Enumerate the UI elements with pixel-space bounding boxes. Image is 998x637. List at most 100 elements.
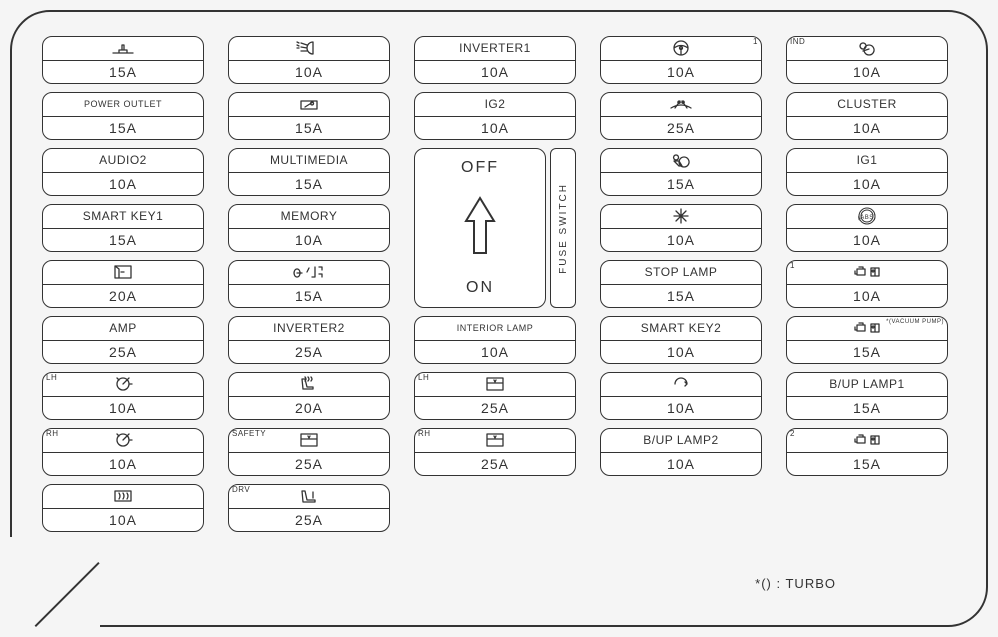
switch-main: OFF ON	[414, 148, 546, 308]
fuse-label: B/UP LAMP2	[601, 429, 761, 453]
fuse-wiper: 25A	[600, 92, 762, 140]
fuse-label	[229, 37, 389, 61]
fuse-rating: 10A	[229, 61, 389, 84]
fuse-label: CLUSTER	[787, 93, 947, 117]
fuse-stop-lamp: STOP LAMP 15A	[600, 260, 762, 308]
fuse-window-down: LH 25A	[414, 372, 576, 420]
fuse-label	[43, 261, 203, 285]
corner-label: LH	[46, 374, 57, 382]
fuse-rating: 10A	[43, 173, 203, 196]
corner-label: 2	[790, 430, 795, 438]
fuse-label: AMP	[43, 317, 203, 341]
fuse-switch[interactable]: OFF ON FUSE SWITCH	[414, 148, 576, 308]
fuse-label: MEMORY	[229, 205, 389, 229]
fuse-rating: 10A	[787, 229, 947, 252]
fuse-label: LH	[43, 373, 203, 397]
fuse-rating: 10A	[601, 61, 761, 84]
fuse-rating: 15A	[787, 397, 947, 420]
corner-label: 1	[790, 262, 795, 270]
fuse-rating: 25A	[415, 397, 575, 420]
fuse-rating: 10A	[601, 341, 761, 364]
fuse-label: STOP LAMP	[601, 261, 761, 285]
fuse-rating: 10A	[415, 341, 575, 364]
fuse-headlight-low: 10A	[228, 36, 390, 84]
corner-label: RH	[418, 430, 431, 438]
fuse-rating: 15A	[787, 453, 947, 476]
corner-label: LH	[418, 374, 429, 382]
corner-label: IND	[790, 38, 805, 46]
fuse-label	[229, 261, 389, 285]
fuse-rating: 25A	[43, 341, 203, 364]
fuse-rating: 15A	[229, 117, 389, 140]
fuse-rating: 10A	[43, 509, 203, 532]
fuse-label: INTERIOR LAMP	[415, 317, 575, 341]
fuse-seat: DRV 25A	[228, 484, 390, 532]
fuse-rating: 15A	[601, 285, 761, 308]
corner-label: RH	[46, 430, 59, 438]
fuse-box-panel: 15A 10A INVERTER1 10A 1 10A IND 10A POWE…	[10, 10, 988, 627]
fuse-label: 1	[787, 261, 947, 285]
fuse-label: MULTIMEDIA	[229, 149, 389, 173]
fuse-steering: 1 10A	[600, 36, 762, 84]
fuse-grid: 15A 10A INVERTER1 10A 1 10A IND 10A POWE…	[42, 36, 956, 532]
fuse-rear-wiper: 15A	[228, 92, 390, 140]
fuse-rating: 20A	[229, 397, 389, 420]
fuse-abs: (ABS) 10A	[786, 204, 948, 252]
switch-side-label: FUSE SWITCH	[550, 148, 576, 308]
fuse-gauge: LH 10A	[42, 372, 204, 420]
fuse-rating: 10A	[415, 117, 575, 140]
corner-label: SAFETY	[232, 430, 266, 438]
fuse-label: IND	[787, 37, 947, 61]
fuse-amp: AMP 25A	[42, 316, 204, 364]
fuse-label: RH	[415, 429, 575, 453]
fuse-label: DRV	[229, 485, 389, 509]
fuse-rating: 10A	[787, 117, 947, 140]
fuse-label: RH	[43, 429, 203, 453]
fuse-rating: 15A	[229, 173, 389, 196]
switch-off-label: OFF	[461, 159, 499, 177]
fuse-defrost: 10A	[42, 484, 204, 532]
fuse-rating: 15A	[43, 229, 203, 252]
fuse-inverter1: INVERTER1 10A	[414, 36, 576, 84]
fuse-rating: 10A	[601, 229, 761, 252]
fuse-label: LH	[415, 373, 575, 397]
fuse-rating: 10A	[787, 173, 947, 196]
fuse-rating: 15A	[787, 341, 947, 364]
fuse-door: 20A	[42, 260, 204, 308]
fuse-rating: 25A	[601, 117, 761, 140]
fuse-rating: 10A	[787, 285, 947, 308]
fuse-label: AUDIO2	[43, 149, 203, 173]
fuse-engine-book: *(VACUUM PUMP) 15A	[786, 316, 948, 364]
fuse-label: SMART KEY2	[601, 317, 761, 341]
fuse-rating: 10A	[43, 397, 203, 420]
fuse-memory: MEMORY 10A	[228, 204, 390, 252]
fuse-ig1: IG1 10A	[786, 148, 948, 196]
fuse-interior-lamp: INTERIOR LAMP 10A	[414, 316, 576, 364]
fuse-window-down: SAFETY 25A	[228, 428, 390, 476]
fuse-rating: 15A	[229, 285, 389, 308]
fuse-rating: 10A	[787, 61, 947, 84]
fuse-rating: 10A	[43, 453, 203, 476]
fuse-power-outlet: POWER OUTLET 15A	[42, 92, 204, 140]
fuse-airbag: IND 10A	[786, 36, 948, 84]
fuse-ig2: IG2 10A	[414, 92, 576, 140]
corner-label: *(VACUUM PUMP)	[886, 319, 944, 325]
fuse-lighter: 15A	[42, 36, 204, 84]
fuse-rating: 15A	[43, 117, 203, 140]
fuse-engine-book: 1 10A	[786, 260, 948, 308]
fuse-smart-key2: SMART KEY2 10A	[600, 316, 762, 364]
fuse-rating: 10A	[601, 453, 761, 476]
fuse-rating: 15A	[601, 173, 761, 196]
fuse-rating: 25A	[229, 341, 389, 364]
fuse-multimedia: MULTIMEDIA 15A	[228, 148, 390, 196]
fuse-label: (ABS)	[787, 205, 947, 229]
fuse-label	[229, 93, 389, 117]
fuse-rating: 15A	[43, 61, 203, 84]
fuse-label: IG1	[787, 149, 947, 173]
fuse-inverter2: INVERTER2 25A	[228, 316, 390, 364]
fuse-label	[601, 93, 761, 117]
fuse-b-up-lamp2: B/UP LAMP2 10A	[600, 428, 762, 476]
fuse-label: INVERTER2	[229, 317, 389, 341]
fuse-rating: 10A	[415, 61, 575, 84]
svg-text:(ABS): (ABS)	[858, 215, 877, 221]
